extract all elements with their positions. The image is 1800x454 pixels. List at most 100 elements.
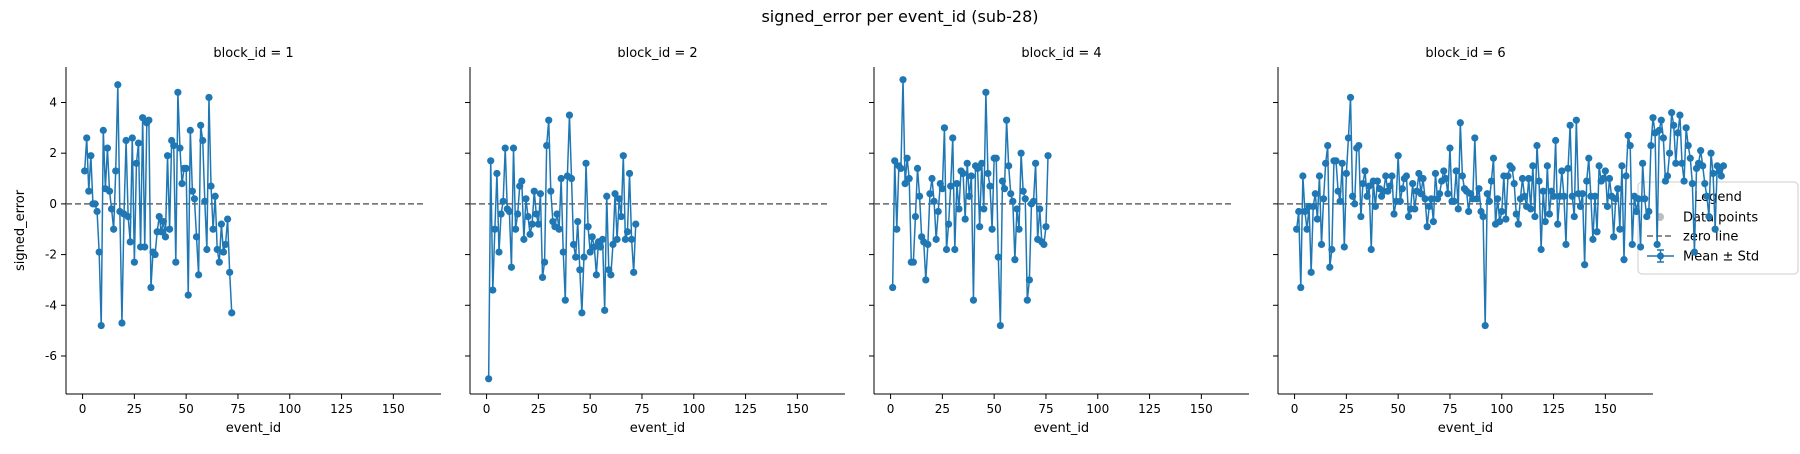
data-point [174,88,182,96]
data-point [95,248,103,256]
data-point [607,271,615,279]
data-point [1295,207,1303,216]
data-point [1535,177,1543,185]
data-point [1585,154,1593,162]
x-tick-label: 25 [1339,402,1354,416]
data-point [540,258,549,266]
data-point [1465,207,1473,216]
legend-title: Legend [1694,190,1742,205]
data-point [1620,256,1628,264]
data-point [1471,134,1479,142]
legend-mean-std-swatch [1647,249,1674,263]
data-point [1371,202,1379,211]
data-point [1324,141,1332,150]
data-point [1311,190,1319,198]
data-point [534,220,542,228]
data-point [1473,195,1481,203]
data-point [1023,296,1031,304]
data-point [621,235,629,243]
data-point [1610,233,1618,241]
x-tick-label: 150 [382,402,405,416]
data-point [557,174,565,183]
data-point [1605,174,1614,183]
data-point [522,195,530,203]
x-tick-label: 125 [734,402,757,416]
data-point [959,169,967,178]
data-point [182,164,190,172]
data-point [1355,141,1363,150]
data-point [632,220,640,228]
data-point [1359,180,1367,188]
data-point [485,375,493,383]
data-point [91,200,99,208]
data-point [596,243,605,251]
data-point [973,164,982,172]
data-point [1603,202,1612,211]
data-point [891,157,899,165]
data-point [980,205,988,213]
data-point [1560,192,1568,200]
data-point [1297,283,1305,292]
panel-title: block_id = 4 [1021,46,1101,61]
data-point [572,253,580,261]
data-point [1454,205,1462,213]
data-point [1502,215,1510,223]
panel-3: block_id = 4 0 25 50 75 100 125 150 event_id [869,46,1249,436]
data-point [1328,245,1336,254]
data-point [1446,144,1454,152]
x-tick-label: 0 [483,402,491,416]
data-point [1545,210,1554,218]
data-point [1562,240,1570,249]
data-point [491,225,499,233]
data-point [1690,248,1699,256]
data-point [213,245,221,254]
data-point [976,223,984,231]
data-point [81,167,89,175]
data-point [1641,195,1649,203]
y-tick-label: -2 [45,248,57,262]
x-tick-label: 125 [1542,402,1565,416]
x-tick-label: 75 [230,402,245,416]
data-point [197,121,205,129]
data-point [940,124,949,132]
data-point [155,212,163,221]
legend-entry-zero-line: zero line [1683,230,1738,245]
data-point [1684,141,1692,150]
x-tick-label: 100 [278,402,301,416]
data-point [118,319,126,327]
data-point [1340,243,1348,251]
x-tick-label: 25 [531,402,546,416]
data-point [128,134,136,142]
data-point [967,172,975,180]
data-point [1013,205,1021,213]
data-point [1504,172,1512,180]
data-point [1674,129,1682,137]
data-point [565,111,574,119]
data-point [1040,240,1048,249]
data-point [1680,177,1688,185]
data-point [986,182,994,190]
data-point [1483,190,1491,198]
data-point [1361,167,1369,175]
data-point [611,190,619,198]
data-point [1315,172,1324,180]
data-point [205,93,213,102]
data-point [514,210,522,218]
data-point [83,134,91,142]
data-point [592,271,600,279]
data-point [1709,169,1717,178]
data-point [1382,172,1390,180]
data-point [1616,225,1624,233]
data-point [1581,261,1589,269]
data-point [926,190,934,198]
x-tick-label: 100 [1086,402,1109,416]
data-point [1450,197,1458,205]
data-point [1566,121,1574,129]
data-point [203,245,211,254]
data-point [1705,212,1713,221]
legend-entry-mean-std: Mean ± Std [1683,250,1759,265]
data-point [1576,202,1585,211]
data-point [1703,192,1711,200]
data-point [505,207,513,216]
data-point [951,245,959,254]
